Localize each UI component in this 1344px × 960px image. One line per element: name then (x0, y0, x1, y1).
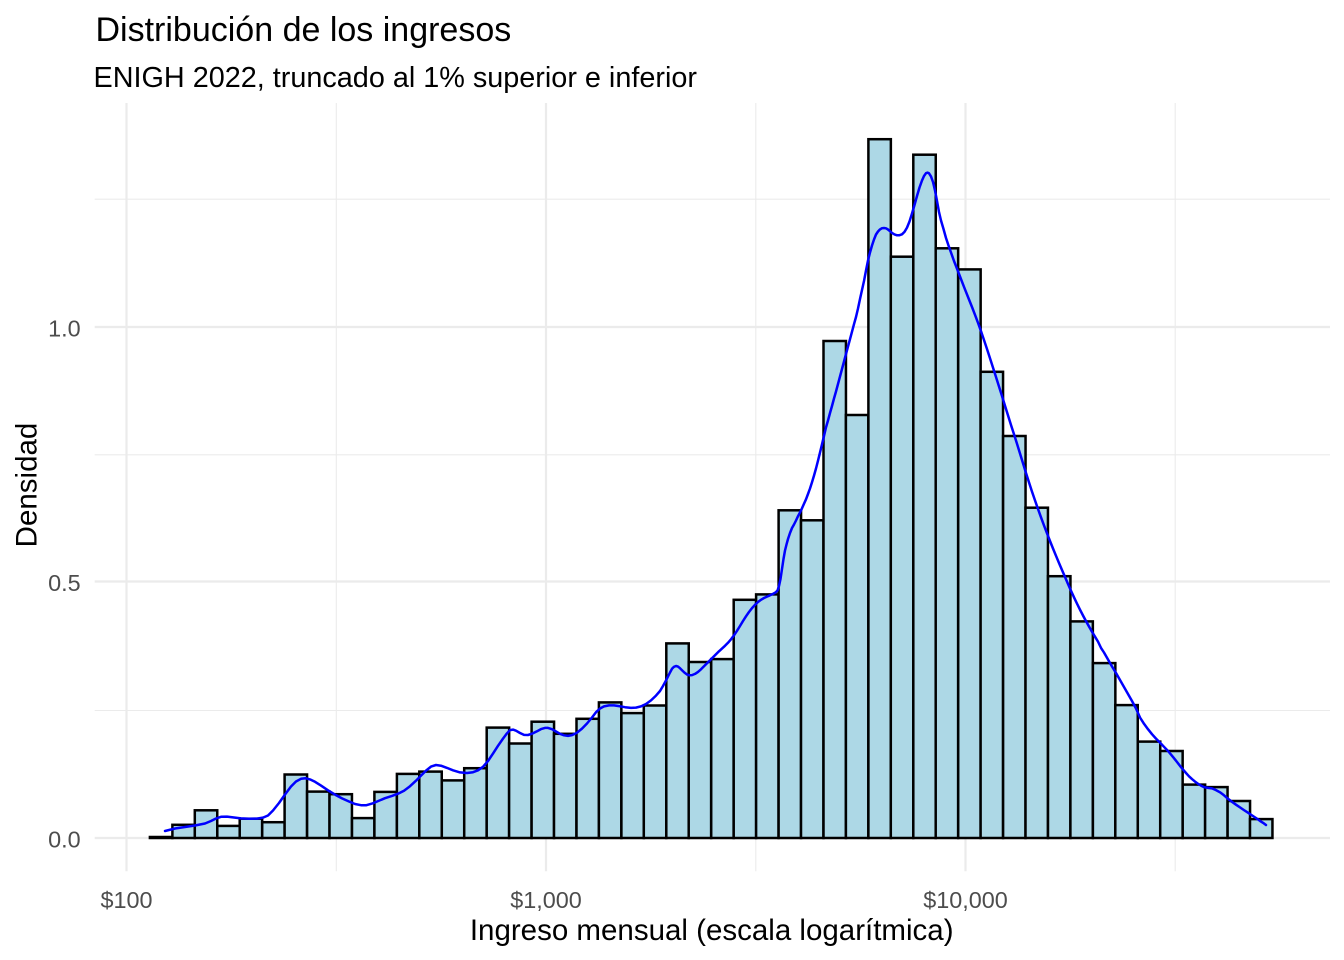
svg-text:$100: $100 (100, 887, 152, 913)
svg-text:0.5: 0.5 (48, 570, 81, 596)
svg-text:Densidad: Densidad (10, 423, 43, 548)
svg-text:ENIGH 2022, truncado al 1% sup: ENIGH 2022, truncado al 1% superior e in… (94, 62, 698, 94)
svg-text:0.0: 0.0 (48, 827, 81, 853)
svg-text:$10,000: $10,000 (923, 887, 1008, 913)
svg-text:Distribución de los ingresos: Distribución de los ingresos (96, 11, 512, 49)
svg-text:1.0: 1.0 (48, 316, 81, 342)
svg-text:$1,000: $1,000 (510, 887, 582, 913)
svg-text:Ingreso mensual (escala logarí: Ingreso mensual (escala logarítmica) (470, 914, 954, 947)
